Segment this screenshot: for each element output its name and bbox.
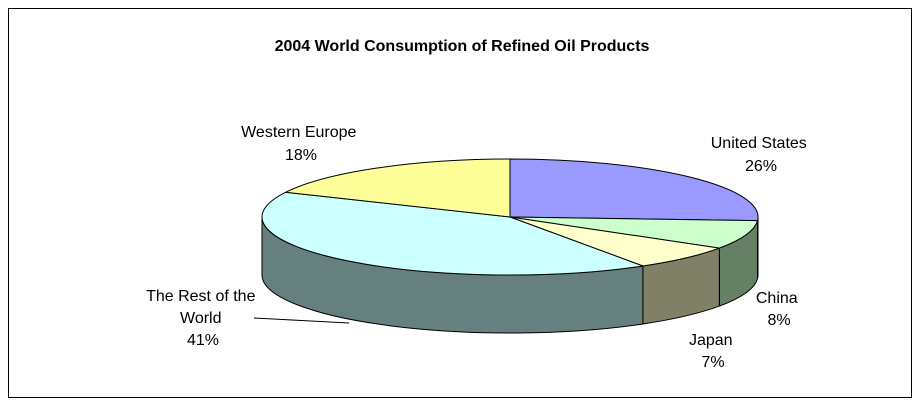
pie-chart: 2004 World Consumption of Refined Oil Pr… [146,38,812,371]
slice-china [509,216,759,249]
slice-label-western-europe: Western Europe 18% [241,124,361,164]
pie-slices [261,158,759,276]
slice-label-japan-text: Japan 7% [689,332,737,371]
slice-united-states [509,158,759,222]
chart-area: 2004 World Consumption of Refined Oil Pr… [8,8,912,398]
slice-label-rest-of-world: The Rest of the World 41% [146,288,260,349]
chart-title: 2004 World Consumption of Refined Oil Pr… [275,38,650,55]
slice-label-united-states: United States 26% [711,135,812,175]
slice-labels: Western Europe 18% United States 26% Chi… [146,124,812,371]
slice-japan [509,216,720,267]
pie-sides [261,216,759,334]
leader-line [253,317,350,324]
slice-the-rest-of-the-world [261,191,644,276]
slice-western-europe [283,158,511,218]
slice-label-china: China 8% [756,290,802,329]
